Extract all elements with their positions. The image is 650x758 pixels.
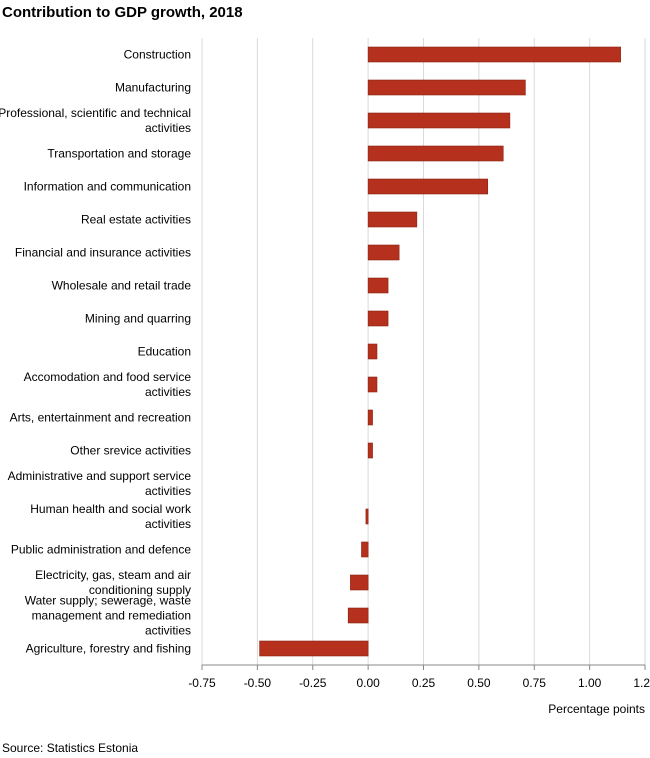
- category-label: Water supply; sewerage, waste management …: [25, 594, 192, 638]
- x-tick-labels: -0.75 -0.50 -0.25 0.00 0.25 0.50 0.75 1.00 1.25: [188, 676, 650, 690]
- category-label: Manufacturing: [115, 81, 191, 95]
- x-tick-label: 0.75: [523, 676, 547, 690]
- bar: [259, 640, 369, 657]
- category-label: Public administration and defence: [11, 543, 191, 557]
- category-label: Information and communication: [24, 180, 191, 194]
- bar: [350, 574, 369, 591]
- category-label: Other srevice activities: [70, 444, 191, 458]
- x-tick-label: 0.00: [356, 676, 380, 690]
- x-axis-label: Percentage points: [548, 702, 645, 716]
- bar: [361, 541, 369, 558]
- bar: [367, 79, 526, 96]
- x-tick-label: 0.50: [467, 676, 491, 690]
- category-label: Agriculture, forestry and fishing: [26, 642, 191, 656]
- bar: [367, 409, 373, 426]
- bars: [259, 46, 621, 657]
- category-label: Arts, entertainment and recreation: [10, 411, 191, 425]
- bar: [367, 376, 378, 393]
- bar: [367, 343, 378, 360]
- bar: [367, 244, 400, 261]
- bar: [367, 178, 489, 195]
- source-note: Source: Statistics Estonia: [2, 741, 139, 755]
- category-label: Accomodation and food service activities: [24, 370, 192, 399]
- category-label: Education: [138, 345, 191, 359]
- category-label: Mining and quarring: [85, 312, 191, 326]
- x-tick-label: 1.25: [633, 676, 650, 690]
- x-tick-label: 0.25: [412, 676, 436, 690]
- bar-chart: Construction Manufacturing Professional, s…: [0, 38, 650, 716]
- category-label: Electricity, gas, steam and air condition…: [35, 568, 191, 597]
- bar: [367, 310, 389, 327]
- category-label: Administrative and support service activi…: [8, 469, 192, 498]
- category-label: Wholesale and retail trade: [52, 279, 192, 293]
- category-labels: Construction Manufacturing Professional, s…: [0, 48, 192, 656]
- category-label: Construction: [124, 48, 191, 62]
- bar: [347, 607, 369, 624]
- gridlines: [201, 38, 646, 670]
- chart-title: Contribution to GDP growth, 2018: [2, 4, 243, 21]
- bar: [367, 112, 511, 129]
- category-label: Financial and insurance activities: [15, 246, 191, 260]
- bar: [367, 145, 504, 162]
- bar: [367, 442, 373, 459]
- x-tick-label: 1.00: [578, 676, 602, 690]
- x-tick-label: -0.25: [299, 676, 327, 690]
- category-label: Transportation and storage: [47, 147, 191, 161]
- bar: [367, 277, 389, 294]
- bar: [365, 508, 369, 525]
- category-label: Professional, scientific and technical ac…: [0, 106, 191, 135]
- category-label: Human health and social work activities: [30, 502, 192, 531]
- x-tick-label: -0.50: [244, 676, 272, 690]
- category-label: Real estate activities: [81, 213, 191, 227]
- bar: [367, 46, 621, 63]
- x-tick-label: -0.75: [188, 676, 216, 690]
- bar: [367, 211, 418, 228]
